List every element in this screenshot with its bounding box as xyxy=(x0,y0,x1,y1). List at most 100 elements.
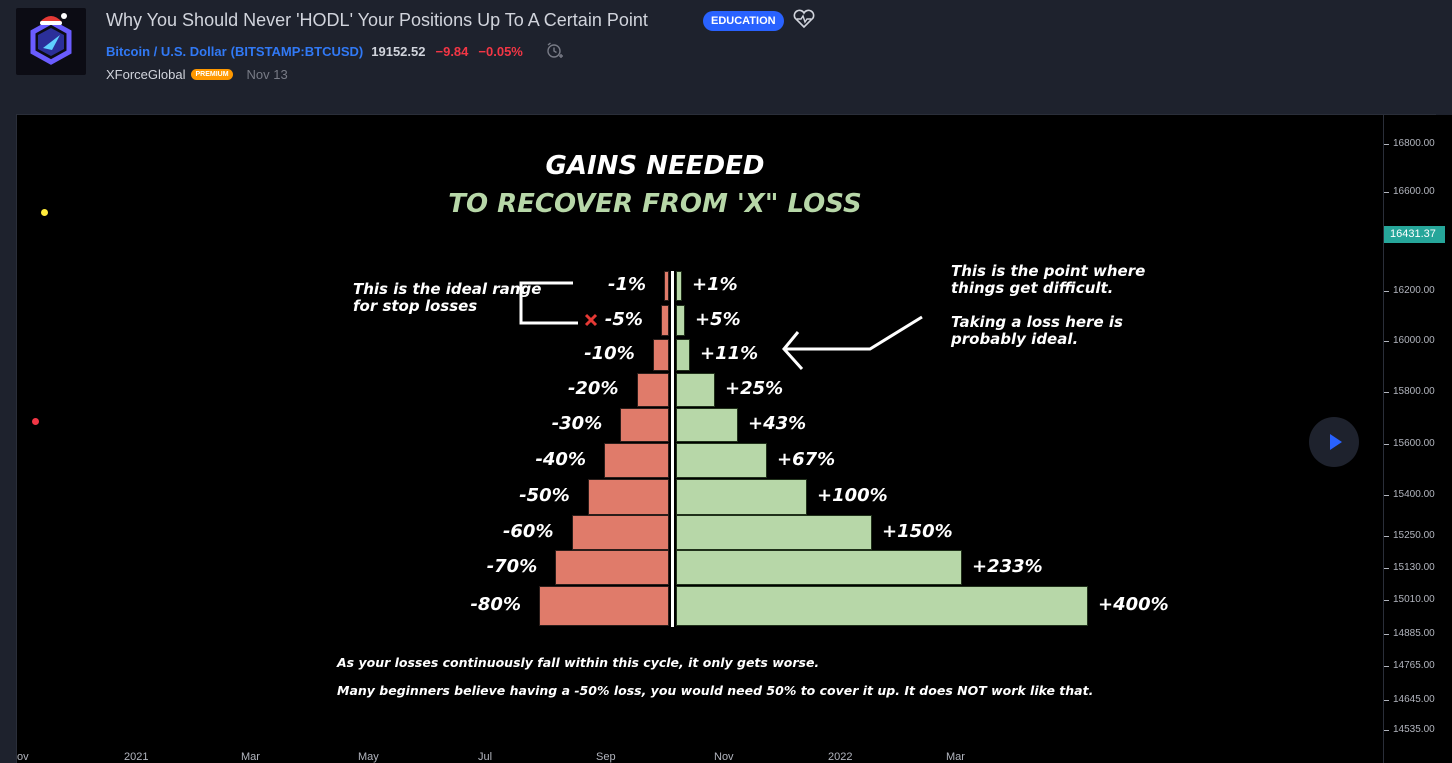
gain-label: +100% xyxy=(817,485,888,506)
gain-label: +150% xyxy=(882,520,953,542)
loss-bar xyxy=(620,408,669,442)
idea-title: Why You Should Never 'HODL' Your Positio… xyxy=(106,10,648,30)
red-marker-dot xyxy=(32,418,39,425)
price-tick-label: 15010.00 xyxy=(1393,594,1435,605)
loss-label: -20% xyxy=(567,378,619,399)
right-note-line2: things get difficult. xyxy=(951,279,1114,297)
gain-bar xyxy=(676,515,872,550)
symbol-change-pct: −0.05% xyxy=(478,44,523,59)
price-tick-label: 14645.00 xyxy=(1393,694,1435,705)
education-badge[interactable]: EDUCATION xyxy=(703,11,784,31)
price-tick-label: 14885.00 xyxy=(1393,628,1435,639)
loss-bar xyxy=(539,586,669,626)
price-axis[interactable] xyxy=(1383,115,1452,763)
gain-label: +5% xyxy=(695,308,741,330)
publish-date: Nov 13 xyxy=(246,67,288,82)
loss-bar xyxy=(660,305,669,336)
loss-bar xyxy=(555,550,669,585)
symbol-name-link[interactable]: Bitcoin / U.S. Dollar xyxy=(106,44,227,59)
price-tick-label: 16600.00 xyxy=(1393,186,1435,197)
gain-bar xyxy=(676,408,738,442)
yellow-marker-dot xyxy=(41,209,48,216)
gain-label: +43% xyxy=(748,413,807,434)
infographic-subtitle: TO RECOVER FROM 'X" LOSS xyxy=(448,189,862,219)
price-tick-mark xyxy=(1384,536,1389,537)
loss-bar xyxy=(571,515,669,550)
gain-label: +1% xyxy=(692,274,738,295)
loss-bar xyxy=(587,479,669,515)
gain-label: +11% xyxy=(700,343,759,364)
play-replay-button[interactable] xyxy=(1309,417,1359,467)
premium-badge: PREMIUM xyxy=(191,69,233,80)
gain-bar xyxy=(676,271,682,301)
price-tick-mark xyxy=(1384,341,1389,342)
left-note-line1: This is the ideal range xyxy=(353,280,542,298)
price-tick-mark xyxy=(1384,392,1389,393)
loss-label: -1% xyxy=(607,274,646,295)
right-note-line3: Taking a loss here is xyxy=(951,313,1123,331)
price-tick-mark xyxy=(1384,495,1389,496)
price-tick-mark xyxy=(1384,568,1389,569)
price-tick-label: 16200.00 xyxy=(1393,285,1435,296)
price-tick-mark xyxy=(1384,144,1389,145)
gain-bar xyxy=(676,550,962,585)
x-mark-icon xyxy=(584,313,598,327)
gain-label: +233% xyxy=(972,555,1043,577)
avatar-logo xyxy=(30,13,72,65)
symbol-info: Bitcoin / U.S. Dollar (BITSTAMP:BTCUSD) … xyxy=(106,44,523,59)
price-tick-mark xyxy=(1384,634,1389,635)
gain-label: +25% xyxy=(725,378,784,399)
price-tick-mark xyxy=(1384,600,1389,601)
price-tick-label: 15800.00 xyxy=(1393,386,1435,397)
price-tick-mark xyxy=(1384,444,1389,445)
time-axis-label: Nov xyxy=(714,751,734,763)
time-axis-label: May xyxy=(358,751,379,763)
gain-bar xyxy=(676,305,685,336)
symbol-change: −9.84 xyxy=(435,44,469,59)
loss-bar xyxy=(604,443,669,478)
price-tick-label: 15250.00 xyxy=(1393,530,1435,541)
loss-bar xyxy=(652,339,669,371)
gain-bar xyxy=(676,586,1088,626)
time-axis-label: ov xyxy=(17,751,29,763)
stop-loss-bracket xyxy=(519,281,578,325)
loss-bar xyxy=(664,271,669,301)
price-tick-label: 14765.00 xyxy=(1393,660,1435,671)
author-info: XForceGlobal PREMIUM Nov 13 xyxy=(106,67,288,82)
price-tick-mark xyxy=(1384,192,1389,193)
price-tick-mark xyxy=(1384,291,1389,292)
loss-label: -50% xyxy=(519,485,570,506)
time-axis-label: Mar xyxy=(946,751,965,763)
time-axis-label: Jul xyxy=(478,751,493,763)
time-axis-label: 2021 xyxy=(124,751,149,763)
time-axis-label: 2022 xyxy=(828,751,853,763)
symbol-exchange-link[interactable]: (BITSTAMP:BTCUSD) xyxy=(230,44,364,59)
heart-pulse-icon[interactable] xyxy=(792,9,816,29)
loss-label: -10% xyxy=(584,343,635,364)
price-tick-label: 15130.00 xyxy=(1393,562,1435,573)
loss-bar xyxy=(636,373,669,407)
price-tick-label: 16800.00 xyxy=(1393,138,1435,149)
loss-label: -80% xyxy=(470,594,521,615)
price-tick-label: 15600.00 xyxy=(1393,438,1435,449)
right-note-line4: probably ideal. xyxy=(951,330,1079,348)
gain-bar xyxy=(676,443,767,478)
loss-label: -30% xyxy=(551,413,603,434)
price-tick-label: 14535.00 xyxy=(1393,724,1435,735)
price-tick-mark xyxy=(1384,700,1389,701)
author-name-link[interactable]: XForceGlobal xyxy=(106,67,186,82)
gain-label: +67% xyxy=(777,448,836,470)
alarm-clock-icon[interactable] xyxy=(546,42,564,60)
left-note-line2: for stop losses xyxy=(353,297,478,315)
author-avatar[interactable] xyxy=(16,8,86,75)
loss-label: -5% xyxy=(604,308,643,330)
loss-label: -70% xyxy=(486,555,538,577)
price-tick-label: 15400.00 xyxy=(1393,489,1435,500)
symbol-price: 19152.52 xyxy=(371,44,426,59)
current-price-tag: 16431.37 xyxy=(1384,226,1445,243)
price-tick-mark xyxy=(1384,666,1389,667)
right-note-line1: This is the point where xyxy=(951,262,1146,280)
time-axis-label: Sep xyxy=(596,751,616,763)
price-tick-label: 16000.00 xyxy=(1393,335,1435,346)
